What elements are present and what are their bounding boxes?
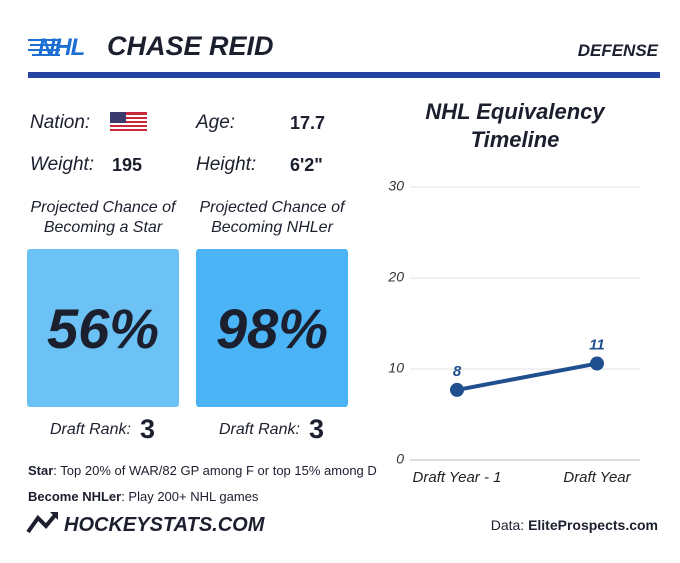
weight-label: Weight: (30, 154, 95, 175)
card-value: 98% (215, 297, 329, 360)
source-prefix: Data: (490, 517, 525, 533)
note-text: : Play 200+ NHL games (121, 489, 259, 504)
nation-label: Nation: (30, 112, 91, 133)
x-tick-label: Draft Year (563, 469, 631, 486)
rank-value: 3 (309, 414, 325, 444)
card-box (196, 249, 348, 407)
rank-label: Draft Rank: (50, 421, 131, 438)
card-value: 56% (46, 297, 160, 360)
y-tick-label: 10 (388, 360, 404, 376)
brand-logo-text: NHL (38, 34, 85, 61)
footer-source: Data: EliteProspects.com (491, 517, 658, 533)
point (450, 382, 464, 397)
nhl-logo (28, 39, 60, 56)
point (590, 356, 604, 371)
note-text: : Top 20% of WAR/82 GP among F or top 15… (53, 463, 377, 478)
footer-brand: HOCKEYSTATS.COM (64, 514, 265, 536)
card-box (27, 249, 179, 407)
note: Become NHLer: Play 200+ NHL games (28, 489, 258, 504)
card-title: Projected Chance of Becoming a Star (30, 199, 176, 236)
chart-title: NHL Equivalency Timeline (425, 99, 605, 152)
age-value: 17.7 (290, 113, 326, 133)
weight-value: 195 (112, 155, 143, 175)
note: Star: Top 20% of WAR/82 GP among F or to… (28, 463, 377, 478)
note-term: Become NHLer (28, 489, 122, 504)
y-tick-label: 0 (396, 451, 404, 467)
chart: 0 10 20 30 Draft Year - 1 Draft Year 8 11 (387, 178, 640, 486)
y-tick-label: 20 (387, 269, 404, 285)
player-name: CHASE REID (107, 31, 274, 61)
y-tick-label: 30 (388, 178, 404, 194)
age-label: Age: (196, 112, 236, 133)
line (456, 361, 598, 392)
hockeystats-icon (26, 512, 58, 534)
height-value: 6'2" (290, 155, 323, 175)
position: DEFENSE (577, 41, 658, 60)
height-label: Height: (196, 154, 257, 175)
rank-value: 3 (140, 414, 156, 444)
x-tick-label: Draft Year - 1 (413, 469, 502, 486)
us-flag (110, 112, 147, 133)
source-name: EliteProspects.com (528, 517, 658, 533)
note-term: Star (28, 463, 54, 478)
value-label: 8 (453, 363, 462, 380)
rank-label: Draft Rank: (219, 421, 300, 438)
value-label: 11 (589, 337, 605, 354)
card-title: Projected Chance of Becoming NHLer (199, 199, 345, 236)
header-rule (28, 72, 660, 78)
